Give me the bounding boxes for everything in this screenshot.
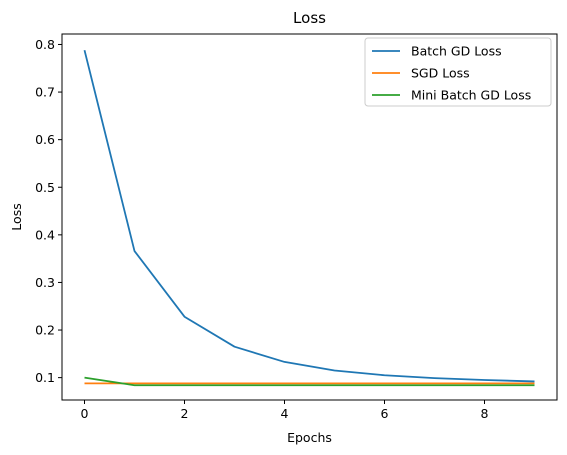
x-tick-label: 8: [481, 406, 489, 421]
y-tick-label: 0.8: [35, 37, 55, 52]
legend-label: SGD Loss: [411, 66, 470, 81]
legend-label: Mini Batch GD Loss: [411, 88, 531, 103]
y-axis-label: Loss: [9, 203, 24, 230]
series-line-batch-gd-loss: [83, 49, 535, 383]
x-axis: 0 2 4 6 8: [81, 400, 489, 421]
x-tick-label: 2: [181, 406, 189, 421]
x-tick-label: 6: [381, 406, 389, 421]
y-tick-label: 0.3: [35, 275, 55, 290]
y-axis: 0.1 0.2 0.3 0.4 0.5 0.6 0.7 0.8: [35, 37, 62, 385]
y-tick-label: 0.6: [35, 132, 55, 147]
legend-label: Batch GD Loss: [411, 44, 502, 59]
plot-frame: [61, 33, 558, 401]
legend: Batch GD Loss SGD Loss Mini Batch GD Loss: [364, 37, 552, 107]
plot-area: [83, 49, 535, 387]
x-axis-label: Epochs: [287, 430, 332, 445]
y-tick-label: 0.5: [35, 180, 55, 195]
series-line-mini-batch-gd-loss: [84, 376, 535, 387]
x-tick-label: 4: [281, 406, 289, 421]
y-tick-label: 0.4: [35, 227, 55, 242]
y-tick-label: 0.7: [35, 85, 55, 100]
legend-box: [364, 37, 552, 107]
chart-title: Loss: [293, 9, 326, 27]
y-tick-label: 0.1: [35, 370, 55, 385]
x-tick-label: 0: [81, 406, 89, 421]
y-tick-label: 0.2: [35, 323, 55, 338]
